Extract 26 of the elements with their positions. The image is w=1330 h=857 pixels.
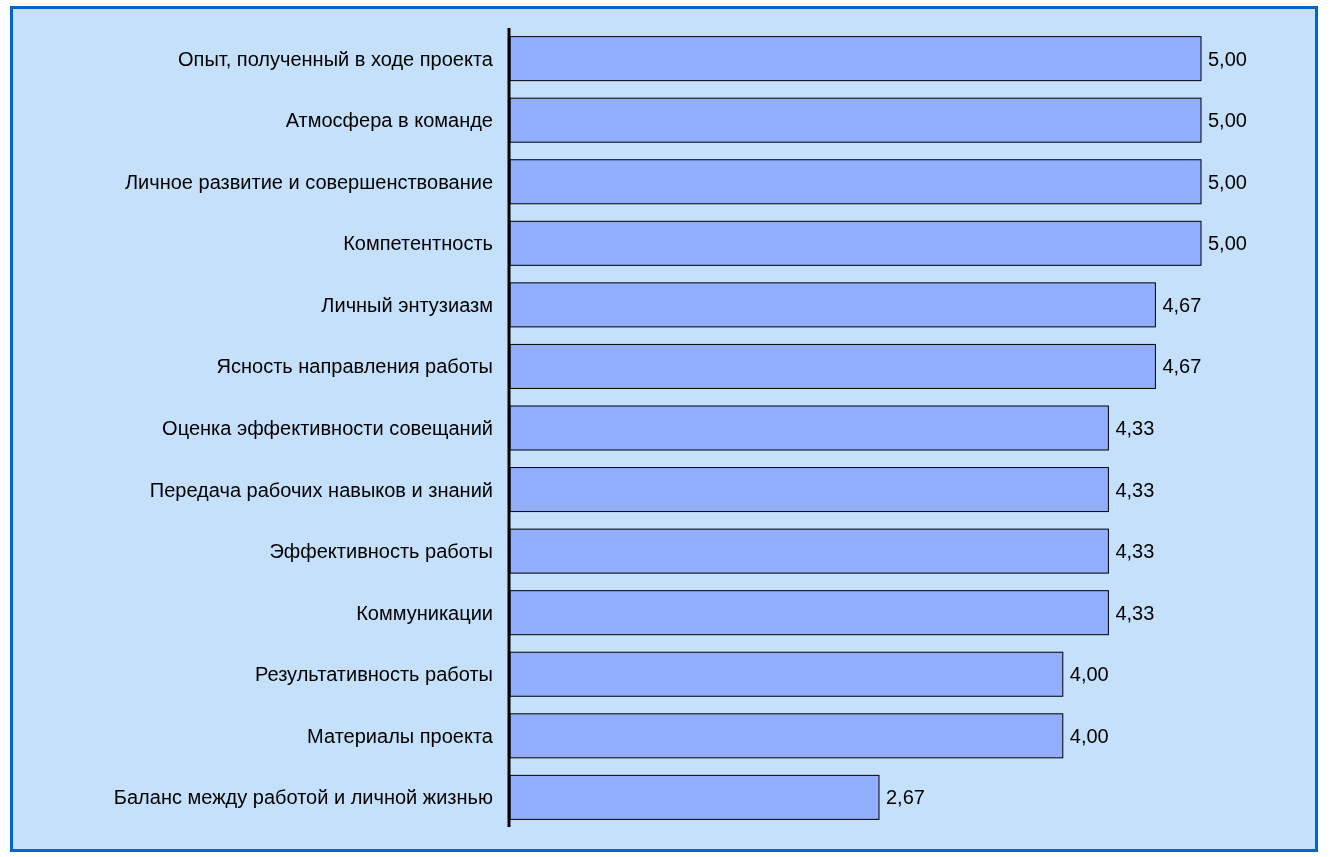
data-label: 5,00 xyxy=(1208,170,1247,193)
y-tick-label: Оценка эффективности совещаний xyxy=(162,417,493,439)
data-label: 4,67 xyxy=(1162,293,1202,316)
data-label: 4,33 xyxy=(1115,540,1155,563)
data-label: 4,00 xyxy=(1069,724,1109,747)
y-tick-label: Личный энтузиазм xyxy=(321,293,493,316)
data-label: 4,67 xyxy=(1162,355,1202,378)
y-tick-label: Эффективность работы xyxy=(269,540,493,563)
data-label: 4,33 xyxy=(1115,478,1155,501)
data-label: 5,00 xyxy=(1208,232,1247,255)
y-tick-label: Личное развитие и совершенствование xyxy=(124,170,493,193)
y-tick-label: Коммуникации xyxy=(356,601,493,624)
data-label: 2,67 xyxy=(885,786,925,809)
y-tick-label: Опыт, полученный в ходе проекта xyxy=(178,47,494,70)
y-tick-label: Передача рабочих навыков и знаний xyxy=(149,478,493,501)
data-label: 5,00 xyxy=(1208,109,1247,132)
data-label: 4,33 xyxy=(1115,417,1155,439)
data-label: 4,00 xyxy=(1069,663,1109,686)
data-label: 5,00 xyxy=(1208,47,1247,70)
y-tick-label: Баланс между работой и личной жизнью xyxy=(113,786,493,809)
y-tick-label: Материалы проекта xyxy=(307,724,494,747)
y-tick-label: Атмосфера в команде xyxy=(285,109,493,132)
y-tick-label: Ясность направления работы xyxy=(216,355,493,378)
y-tick-label: Результативность работы xyxy=(255,663,493,686)
data-label: 4,33 xyxy=(1115,601,1155,624)
y-tick-label: Компетентность xyxy=(343,232,493,255)
